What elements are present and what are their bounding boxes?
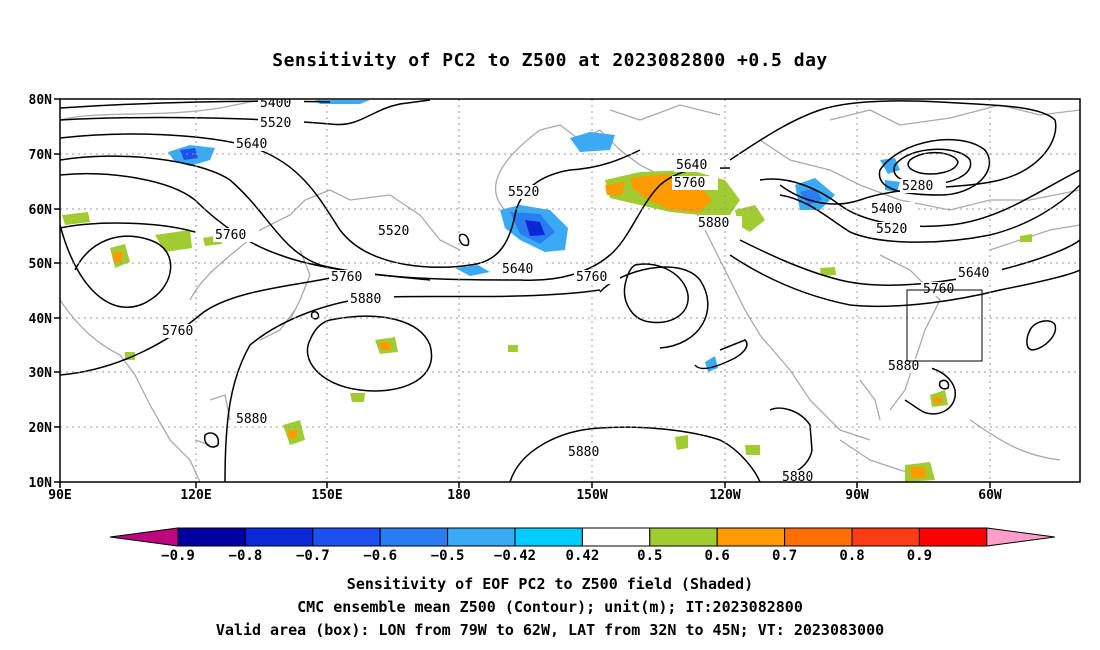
- axis-ticks: [54, 98, 991, 488]
- lat-label-30n: 30N: [29, 366, 53, 381]
- svg-text:5760: 5760: [674, 176, 705, 191]
- svg-text:5640: 5640: [958, 266, 989, 281]
- svg-text:5760: 5760: [576, 270, 607, 285]
- colorbar-segment: [918, 527, 988, 547]
- colorbar-segment: [379, 527, 449, 547]
- svg-text:5880: 5880: [698, 216, 729, 231]
- colorbar-segment: [177, 527, 246, 547]
- svg-text:5280: 5280: [902, 179, 933, 194]
- valid-area-box: [906, 289, 983, 362]
- lon-label-120e: 120E: [180, 488, 211, 503]
- colorbar-tick-label: −0.42: [494, 548, 536, 564]
- lat-label-20n: 20N: [29, 421, 53, 436]
- colorbar-tick-label: −0.5: [431, 548, 465, 564]
- colorbar-right-arrow: [986, 527, 1055, 547]
- colorbar-segment: [514, 527, 583, 547]
- svg-text:5640: 5640: [502, 262, 533, 277]
- colorbar-tick-label: 0.6: [705, 548, 730, 564]
- colorbar-segment: [244, 527, 314, 547]
- colorbar: −0.9 −0.8 −0.7 −0.6 −0.5 −0.42 0.42 0.5 0.6 0.7 0.…: [109, 527, 1055, 564]
- colorbar-segment: [716, 527, 786, 547]
- lon-label-60w: 60W: [978, 488, 1002, 503]
- z500-contours: [60, 99, 1080, 482]
- latitude-labels: 80N 70N 60N 50N 40N 30N 20N 10N: [29, 93, 53, 491]
- footer-line-1: Sensitivity of EOF PC2 to Z500 field (Sh…: [346, 575, 754, 593]
- svg-text:5520: 5520: [876, 222, 907, 237]
- svg-text:5520: 5520: [508, 185, 539, 200]
- colorbar-tick-label: −0.8: [229, 548, 263, 564]
- svg-text:5400: 5400: [260, 96, 291, 111]
- svg-text:5880: 5880: [350, 292, 381, 307]
- svg-text:5880: 5880: [568, 445, 599, 460]
- lat-label-60n: 60N: [29, 203, 53, 218]
- lat-label-10n: 10N: [29, 476, 53, 491]
- svg-text:5760: 5760: [162, 324, 193, 339]
- colorbar-tick-label: −0.9: [161, 548, 195, 564]
- colorbar-segment: [447, 527, 516, 547]
- colorbar-segment: [312, 527, 381, 547]
- svg-text:5520: 5520: [260, 116, 291, 131]
- longitude-labels: 90E 120E 150E 180 150W 120W 90W 60W: [48, 488, 1002, 503]
- lat-label-70n: 70N: [29, 148, 53, 163]
- svg-text:5640: 5640: [236, 137, 267, 152]
- lat-label-40n: 40N: [29, 312, 53, 327]
- coastlines: [60, 99, 1080, 482]
- colorbar-segment: [784, 527, 853, 547]
- lon-label-90e: 90E: [48, 488, 71, 503]
- lon-label-90w: 90W: [845, 488, 869, 503]
- lat-label-80n: 80N: [29, 93, 53, 108]
- lon-label-150e: 150E: [311, 488, 342, 503]
- svg-text:5760: 5760: [331, 270, 362, 285]
- graticule: [60, 99, 1080, 482]
- colorbar-tick-label: 0.9: [907, 548, 932, 564]
- lat-label-50n: 50N: [29, 257, 53, 272]
- svg-text:5880: 5880: [782, 470, 813, 485]
- footer-line-3: Valid area (box): LON from 79W to 62W, L…: [215, 621, 885, 639]
- svg-text:5640: 5640: [676, 158, 707, 173]
- plot-frame: [59, 98, 1081, 483]
- colorbar-tick-label: 0.7: [772, 548, 797, 564]
- colorbar-segment: [851, 527, 920, 547]
- colorbar-left-arrow: [109, 527, 179, 547]
- lon-label-150w: 150W: [576, 488, 607, 503]
- contour-labels: 5400 5520 5640 5760 5520 5520 5640 5760 …: [160, 96, 1002, 485]
- colorbar-segment: [581, 527, 651, 547]
- map-title: Sensitivity of PC2 to Z500 at 2023082800…: [272, 50, 828, 71]
- svg-text:5880: 5880: [236, 412, 267, 427]
- lon-label-180: 180: [447, 488, 471, 503]
- colorbar-tick-label: −0.7: [296, 548, 330, 564]
- sensitivity-shading: [62, 100, 1032, 482]
- svg-text:5400: 5400: [871, 202, 902, 217]
- colorbar-tick-label: 0.42: [566, 548, 600, 564]
- colorbar-tick-label: 0.8: [839, 548, 864, 564]
- colorbar-tick-label: 0.5: [637, 548, 662, 564]
- lon-label-120w: 120W: [709, 488, 740, 503]
- colorbar-tick-label: −0.6: [363, 548, 397, 564]
- svg-text:5880: 5880: [888, 359, 919, 374]
- colorbar-segment: [649, 527, 718, 547]
- svg-text:5760: 5760: [215, 228, 246, 243]
- footer-line-2: CMC ensemble mean Z500 (Contour); unit(m…: [297, 598, 803, 616]
- svg-text:5520: 5520: [378, 224, 409, 239]
